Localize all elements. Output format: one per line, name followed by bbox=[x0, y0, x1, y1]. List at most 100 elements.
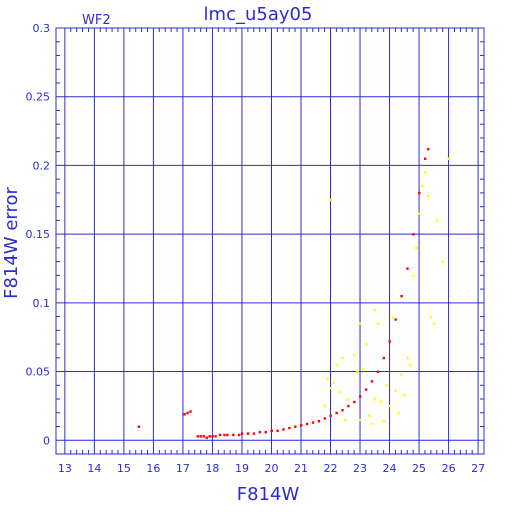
data-point bbox=[382, 420, 386, 423]
data-point bbox=[447, 157, 450, 160]
data-point bbox=[323, 417, 327, 420]
data-point bbox=[317, 420, 321, 423]
y-tick-label: 0.15 bbox=[26, 228, 51, 241]
data-point bbox=[397, 411, 400, 415]
x-tick-label: 26 bbox=[442, 462, 456, 475]
data-point bbox=[347, 404, 350, 408]
plot-background bbox=[56, 28, 484, 454]
data-point bbox=[364, 343, 368, 346]
data-point bbox=[294, 425, 297, 428]
data-point bbox=[367, 414, 371, 417]
x-tick-label: 23 bbox=[353, 462, 367, 475]
data-point bbox=[232, 433, 235, 437]
data-point bbox=[341, 409, 344, 412]
x-tick-label: 15 bbox=[117, 462, 131, 475]
data-point bbox=[305, 422, 309, 426]
x-tick-label: 17 bbox=[176, 462, 190, 475]
data-point bbox=[196, 435, 200, 438]
y-tick-label: 0.3 bbox=[33, 22, 51, 35]
data-point bbox=[423, 171, 427, 174]
plot-frame bbox=[55, 27, 485, 455]
x-tick-label: 19 bbox=[235, 462, 249, 475]
data-point bbox=[186, 411, 189, 415]
axis-ticks: 13 14 15 16 17 18 19 20 21 22 23 24 25 26 27 0 0.05 0.1 0.… bbox=[26, 22, 486, 475]
data-point bbox=[400, 373, 403, 376]
data-point bbox=[264, 431, 267, 434]
data-point bbox=[238, 433, 241, 437]
y-tick-label: 0.05 bbox=[26, 366, 51, 379]
data-point bbox=[276, 429, 279, 433]
data-point bbox=[344, 418, 347, 422]
data-point bbox=[137, 425, 141, 428]
data-point bbox=[394, 318, 397, 321]
x-tick-label: 16 bbox=[146, 462, 160, 475]
data-point bbox=[379, 400, 383, 404]
data-point bbox=[226, 433, 229, 437]
x-tick-label: 20 bbox=[264, 462, 278, 475]
data-point bbox=[432, 322, 436, 325]
data-point bbox=[364, 388, 368, 391]
x-tick-label: 25 bbox=[412, 462, 426, 475]
data-point bbox=[323, 404, 327, 408]
data-point bbox=[288, 426, 291, 430]
data-point bbox=[326, 377, 329, 380]
data-point bbox=[252, 432, 256, 435]
x-tick-label: 18 bbox=[205, 462, 219, 475]
data-point bbox=[208, 435, 211, 438]
data-point bbox=[329, 387, 332, 390]
data-point bbox=[353, 400, 356, 404]
data-point bbox=[412, 274, 415, 277]
chart-title: lmc_u5ay05 bbox=[204, 4, 313, 25]
data-point bbox=[415, 246, 418, 250]
data-point bbox=[353, 354, 356, 357]
data-point bbox=[418, 212, 421, 215]
x-tick-label: 14 bbox=[87, 462, 101, 475]
panel-label: WF2 bbox=[82, 13, 111, 28]
y-tick-label: 0.1 bbox=[33, 297, 51, 310]
data-point bbox=[388, 404, 391, 408]
data-point bbox=[214, 435, 217, 438]
data-point bbox=[282, 428, 285, 431]
x-tick-label: 13 bbox=[58, 462, 72, 475]
data-point bbox=[218, 433, 222, 437]
data-point bbox=[311, 421, 315, 424]
data-point bbox=[332, 381, 335, 384]
data-point bbox=[426, 194, 430, 198]
data-point bbox=[418, 191, 421, 195]
data-point bbox=[385, 384, 388, 387]
data-point bbox=[391, 315, 394, 318]
data-point bbox=[240, 432, 244, 435]
data-point bbox=[211, 435, 214, 438]
data-point bbox=[406, 356, 409, 360]
data-point bbox=[382, 356, 386, 360]
data-point bbox=[329, 198, 332, 202]
data-point bbox=[183, 413, 186, 416]
data-point bbox=[270, 429, 273, 433]
data-point bbox=[223, 433, 226, 437]
data-points bbox=[137, 147, 450, 439]
data-point bbox=[370, 422, 374, 426]
x-tick-label: 27 bbox=[471, 462, 485, 475]
data-point bbox=[359, 322, 362, 325]
data-point bbox=[329, 414, 332, 417]
data-point bbox=[347, 398, 350, 401]
data-point bbox=[299, 424, 303, 427]
data-point bbox=[400, 294, 403, 298]
data-point bbox=[403, 393, 406, 397]
data-point bbox=[429, 315, 433, 318]
y-tick-label: 0 bbox=[43, 434, 50, 447]
data-point bbox=[205, 436, 208, 439]
data-point bbox=[441, 260, 445, 264]
data-point bbox=[435, 219, 439, 222]
data-point bbox=[361, 367, 365, 371]
data-point bbox=[199, 435, 203, 438]
data-point bbox=[202, 435, 205, 438]
data-point bbox=[412, 233, 415, 236]
data-point bbox=[406, 267, 409, 270]
data-point bbox=[423, 157, 427, 160]
x-tick-label: 22 bbox=[324, 462, 338, 475]
data-point bbox=[189, 410, 192, 413]
y-tick-label: 0.25 bbox=[26, 91, 51, 104]
data-point bbox=[338, 391, 341, 394]
